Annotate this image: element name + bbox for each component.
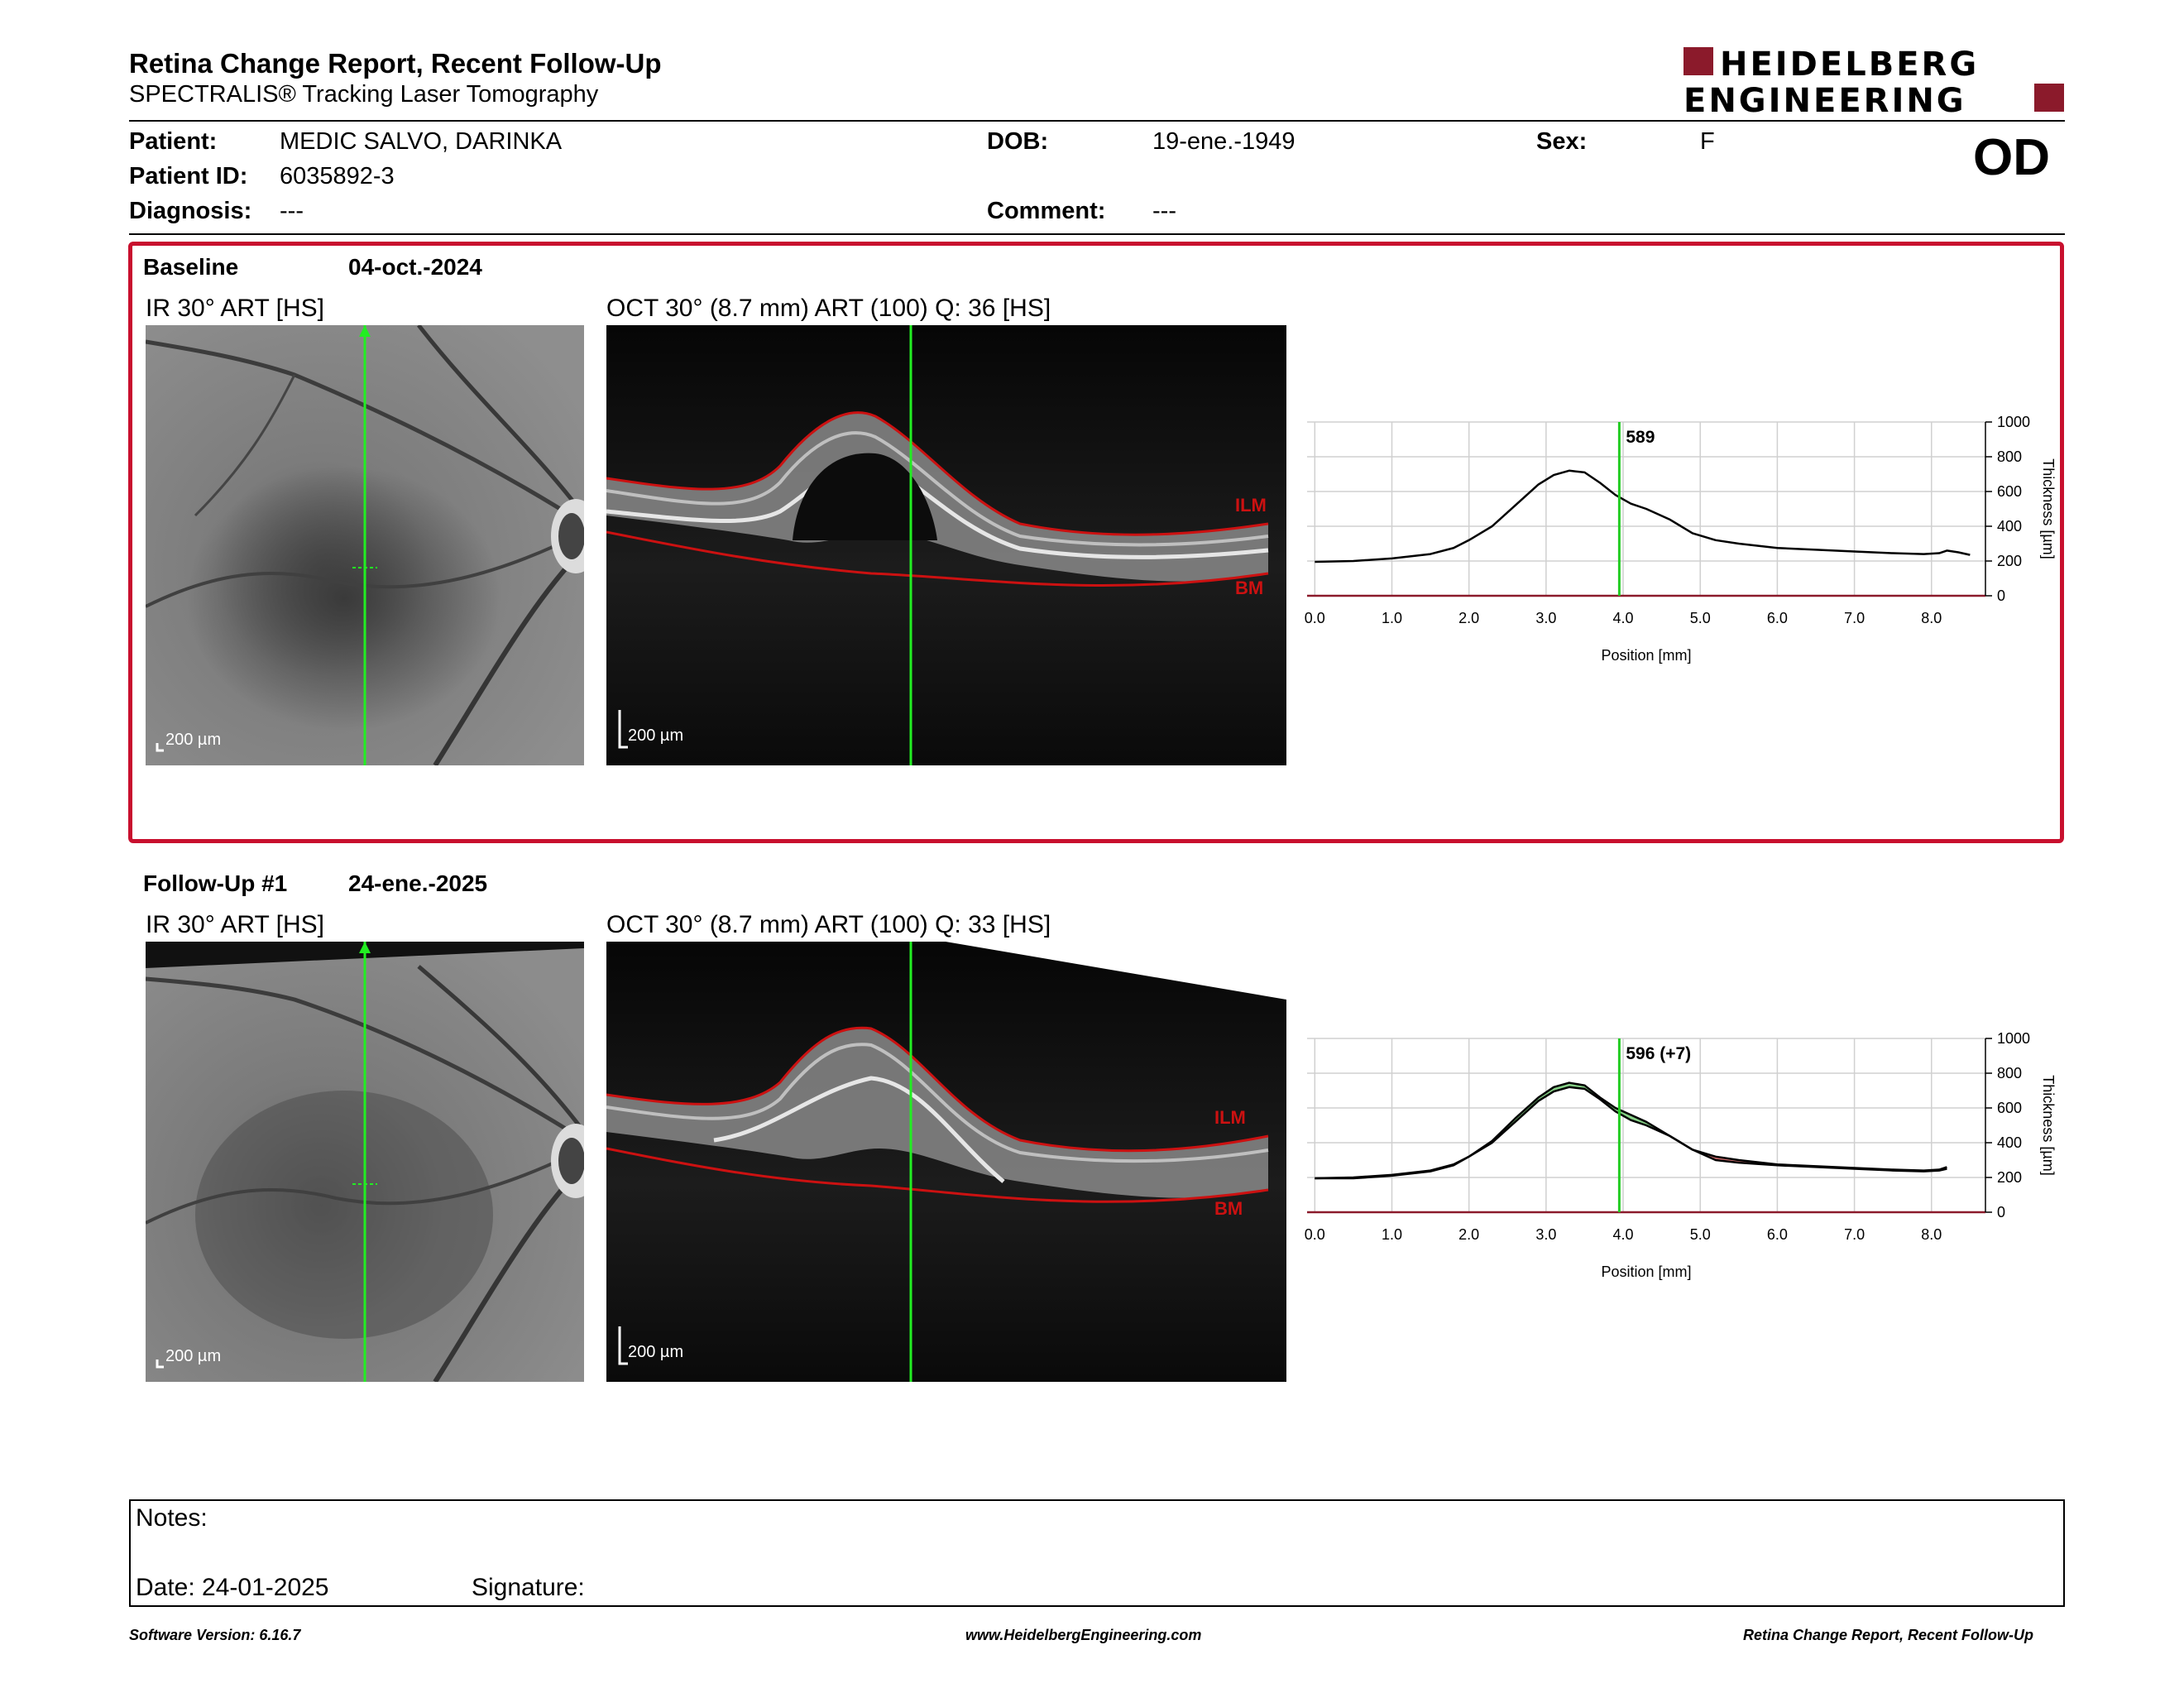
- sex-label: Sex:: [1536, 128, 1588, 155]
- logo-line2: ENGINEERING: [1684, 82, 1966, 117]
- eye-indicator: OD: [1973, 129, 2050, 186]
- logo-square-top: [1684, 47, 1713, 75]
- x-tick-label: 1.0: [1382, 610, 1402, 626]
- followup-label: Follow-Up #1: [143, 870, 288, 896]
- x-axis-label: Position [mm]: [1601, 1264, 1691, 1280]
- x-tick-label: 5.0: [1690, 610, 1711, 626]
- marker-value-label: 596 (+7): [1626, 1044, 1691, 1063]
- comment-value: ---: [1152, 198, 1176, 224]
- x-tick-label: 4.0: [1613, 1226, 1634, 1243]
- dob-label: DOB:: [987, 128, 1049, 155]
- x-tick-label: 7.0: [1844, 1226, 1865, 1243]
- x-tick-label: 5.0: [1690, 1226, 1711, 1243]
- comment-label: Comment:: [987, 198, 1106, 224]
- y-tick-label: 200: [1997, 553, 2022, 569]
- followup-date: 24-ene.-2025: [348, 870, 488, 896]
- x-tick-label: 6.0: [1767, 610, 1788, 626]
- x-tick-label: 0.0: [1305, 610, 1325, 626]
- patient-id-label: Patient ID:: [129, 163, 248, 189]
- thickness-series-line: [1315, 1081, 1947, 1180]
- baseline-date: 04-oct.-2024: [348, 254, 482, 280]
- y-tick-label: 1000: [1997, 1030, 2030, 1047]
- x-tick-label: 3.0: [1535, 1226, 1556, 1243]
- followup-oct-bscan-image: ILM BM 200 µm: [606, 942, 1286, 1382]
- followup-bm-label: BM: [1214, 1198, 1243, 1219]
- y-tick-label: 0: [1997, 1204, 2005, 1220]
- patient-name: MEDIC SALVO, DARINKA: [280, 128, 563, 155]
- y-axis-label: Thickness [µm]: [2040, 458, 2057, 559]
- baseline-oct-scale: 200 µm: [628, 727, 684, 745]
- baseline-ilm-label: ILM: [1235, 495, 1267, 516]
- report-title: Retina Change Report, Recent Follow-Up: [129, 48, 662, 79]
- baseline-oct-bscan-image: ILM BM 200 µm: [606, 325, 1286, 765]
- header-divider-bottom: [129, 233, 2065, 235]
- followup-ir-scale: 200 µm: [165, 1347, 222, 1365]
- x-tick-label: 3.0: [1535, 610, 1556, 626]
- notes-box: [129, 1499, 2065, 1607]
- diagnosis-value: ---: [280, 198, 304, 224]
- diagnosis-label: Diagnosis:: [129, 198, 252, 224]
- baseline-oct-title: OCT 30° (8.7 mm) ART (100) Q: 36 [HS]: [606, 295, 1051, 322]
- sex-value: F: [1700, 128, 1715, 155]
- heidelberg-logo: HEIDELBERG ENGINEERING: [1684, 46, 2064, 120]
- x-tick-label: 8.0: [1921, 610, 1942, 626]
- header-divider-top: [129, 120, 2065, 122]
- notes-label: Notes:: [136, 1504, 208, 1532]
- marker-value-label: 589: [1626, 428, 1655, 447]
- y-tick-label: 0: [1997, 587, 2005, 604]
- x-tick-label: 2.0: [1458, 1226, 1479, 1243]
- y-tick-label: 400: [1997, 1134, 2022, 1151]
- notes-date: Date: 24-01-2025: [136, 1574, 329, 1601]
- baseline-frame: [128, 242, 2064, 843]
- baseline-bm-label: BM: [1235, 578, 1264, 598]
- dob-value: 19-ene.-1949: [1152, 128, 1296, 155]
- x-tick-label: 2.0: [1458, 610, 1479, 626]
- y-tick-label: 400: [1997, 518, 2022, 535]
- x-tick-label: 6.0: [1767, 1226, 1788, 1243]
- patient-id: 6035892-3: [280, 163, 395, 189]
- baseline-ir-scale: 200 µm: [165, 731, 222, 749]
- y-tick-label: 600: [1997, 1100, 2022, 1116]
- footer-software-version: Software Version: 6.16.7: [129, 1627, 301, 1643]
- followup-ir-fundus-image: 200 µm: [146, 942, 584, 1382]
- footer-website: www.HeidelbergEngineering.com: [965, 1627, 1202, 1643]
- followup-oct-title: OCT 30° (8.7 mm) ART (100) Q: 33 [HS]: [606, 911, 1051, 938]
- x-tick-label: 0.0: [1305, 1226, 1325, 1243]
- signature-label: Signature:: [472, 1574, 585, 1601]
- x-tick-label: 7.0: [1844, 610, 1865, 626]
- y-tick-label: 1000: [1997, 414, 2030, 430]
- x-tick-label: 1.0: [1382, 1226, 1402, 1243]
- y-tick-label: 800: [1997, 448, 2022, 465]
- baseline-ir-title: IR 30° ART [HS]: [146, 295, 324, 322]
- thickness-change-area: [1554, 1082, 1569, 1092]
- baseline-thickness-chart: 0.0 1.0 2.0 3.0 4.0 5.0 6.0 7.0 8.0 0 200 400 600 800…: [1305, 414, 2057, 664]
- thickness-series-line: [1315, 1086, 1947, 1180]
- footer-report-name: Retina Change Report, Recent Follow-Up: [1743, 1627, 2034, 1643]
- x-axis-label: Position [mm]: [1601, 647, 1691, 664]
- patient-label: Patient:: [129, 128, 218, 155]
- logo-line1: HEIDELBERG: [1720, 46, 1979, 84]
- baseline-ir-fundus-image: 200 µm: [146, 325, 584, 765]
- followup-thickness-chart: 0.0 1.0 2.0 3.0 4.0 5.0 6.0 7.0 8.0 0 200 400 600 800…: [1305, 1030, 2057, 1280]
- y-tick-label: 200: [1997, 1169, 2022, 1186]
- x-tick-label: 8.0: [1921, 1226, 1942, 1243]
- followup-ir-title: IR 30° ART [HS]: [146, 911, 324, 938]
- y-tick-label: 600: [1997, 483, 2022, 500]
- report-subtitle: SPECTRALIS® Tracking Laser Tomography: [129, 81, 599, 108]
- logo-square-bottom: [2034, 84, 2064, 112]
- followup-oct-scale: 200 µm: [628, 1343, 684, 1361]
- baseline-label: Baseline: [143, 254, 239, 280]
- x-tick-label: 4.0: [1613, 610, 1634, 626]
- y-axis-label: Thickness [µm]: [2040, 1075, 2057, 1175]
- thickness-series-line: [1315, 469, 1971, 563]
- y-tick-label: 800: [1997, 1065, 2022, 1081]
- followup-ilm-label: ILM: [1214, 1107, 1246, 1128]
